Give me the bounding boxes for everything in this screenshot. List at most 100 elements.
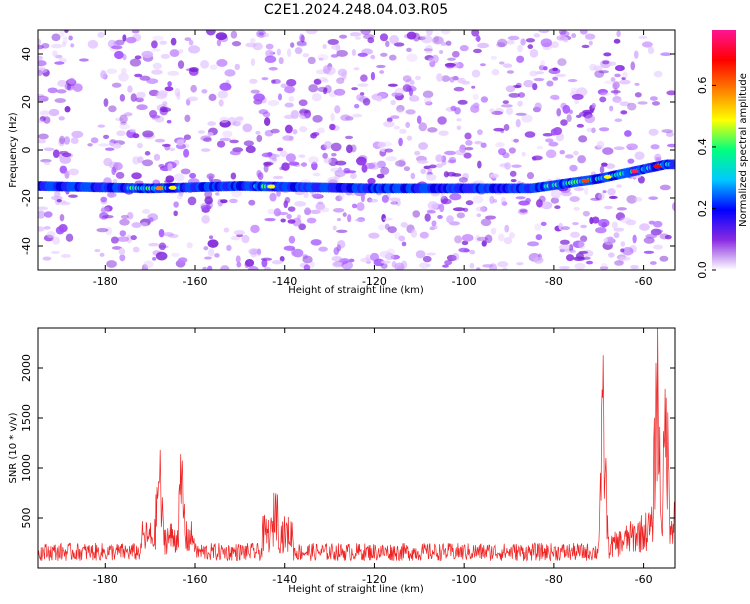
spectrogram-cell [540,60,546,68]
spectrogram-cell [426,263,431,268]
spectrogram-cell [112,143,122,149]
spectrogram-cell [506,70,515,74]
spectrogram-cell [278,57,284,65]
spectrogram-cell [406,53,418,62]
spectrogram-x-tick-label: -140 [272,275,297,288]
spectrogram-cell [603,236,615,246]
spectrogram-cell [427,201,439,211]
spectrogram-cell [481,240,487,247]
spectrogram-cell [50,43,63,49]
spectrogram-cell [38,226,45,232]
spectrogram-cell [441,30,451,35]
spectrogram-cell [52,236,60,245]
spectrogram-cell [167,70,180,76]
spectrogram-cell [119,218,130,226]
spectrogram-cell [601,162,608,167]
spectrogram-cell [116,130,126,137]
spectrogram-cell [634,92,642,98]
spectrogram-cell [230,172,237,180]
snr-x-axis: -180 -160 -140 -120 -100 -80 -60 [93,328,653,586]
spectrogram-cell [119,123,131,130]
spectrogram-x-tick-label: -180 [93,275,118,288]
spectrogram-x-tick-label: -80 [545,275,563,288]
spectrogram-y-axis: -40 -20 0 20 40 [20,47,675,255]
spectrogram-cell [380,260,391,264]
spectrogram-cell [384,148,394,153]
spectrogram-cell [659,255,669,262]
spectrogram-cell [506,39,515,45]
spectrogram-cell [214,253,220,258]
spectrogram-cell [188,66,199,73]
spectrogram-cell [535,234,543,241]
spectrogram-cell [263,162,272,167]
spectrogram-cell [380,166,390,175]
spectrogram-cell [397,109,404,114]
spectrogram-cell [271,260,283,265]
spectrogram-cell [634,197,643,202]
spectrogram-cell [504,162,511,170]
spectrogram-cell [363,34,375,40]
spectrogram-cell [55,226,65,235]
spectrogram-cell [608,252,615,258]
spectrogram-cell [581,44,590,49]
spectrogram-cell [559,150,565,155]
spectrogram-cell [578,135,588,143]
spectrogram-cell [520,38,526,46]
spectrogram-cell [491,68,500,76]
spectrogram-cell [533,77,545,82]
spectrogram-cell [218,99,224,107]
spectrogram-cell [464,132,472,140]
spectrogram-cell [517,100,523,107]
spectrogram-cell [493,127,505,132]
spectrogram-cell [236,261,242,268]
spectrogram-cell [231,41,242,47]
snr-x-tick: -80 [545,328,563,586]
spectrogram-cell [276,147,284,152]
spectrogram-cell [550,41,559,49]
spectrogram-cell [65,233,74,242]
spectrogram-cell [451,173,462,177]
spectrogram-cell [315,69,327,75]
spectrogram-cell [51,33,61,42]
spectrogram-cell [414,75,421,81]
spectrogram-cell [161,143,171,147]
spectrogram-cell [104,147,115,151]
spectrogram-cell [607,61,617,66]
spectrogram-cell [229,139,239,144]
spectrogram-cell [599,96,607,103]
spectrogram-cell [584,114,596,124]
spectrogram-cell [151,48,161,52]
spectrogram-cell [498,61,505,65]
spectrogram-cell [203,137,212,143]
spectrogram-cell [168,233,179,239]
spectrogram-cell [258,109,269,115]
spectrogram-cell [639,223,650,231]
spectrogram-cell [299,108,309,116]
spectrogram-cell [309,261,315,269]
spectrogram-cell [648,196,659,200]
spectrogram-cell [207,239,219,248]
spectrogram-cell [597,192,605,201]
spectrogram-cell [226,244,232,252]
snr-x-tick: -60 [635,328,653,586]
spectrogram-cell [612,83,618,90]
spectrogram-cell [112,178,118,184]
spectrogram-cell [299,33,305,42]
spectrogram-cell [39,110,50,116]
spectrogram-cell [459,44,469,52]
spectrogram-cell [167,162,173,172]
spectrogram-cell [87,39,99,49]
spectrogram-cell [471,85,476,89]
spectrogram-cell [418,122,428,132]
spectrogram-cell [502,100,509,104]
spectrogram-cell [331,44,340,50]
spectrogram-cell [245,258,255,267]
spectrogram-cell [360,30,371,36]
spectrogram-cell [461,240,469,246]
spectrogram-cell [461,233,474,242]
spectrogram-cell [217,90,229,99]
spectrogram-cell [342,212,347,217]
spectrogram-cell [137,156,144,164]
spectrogram-cell [134,55,142,60]
spectrogram-cell [556,108,562,117]
